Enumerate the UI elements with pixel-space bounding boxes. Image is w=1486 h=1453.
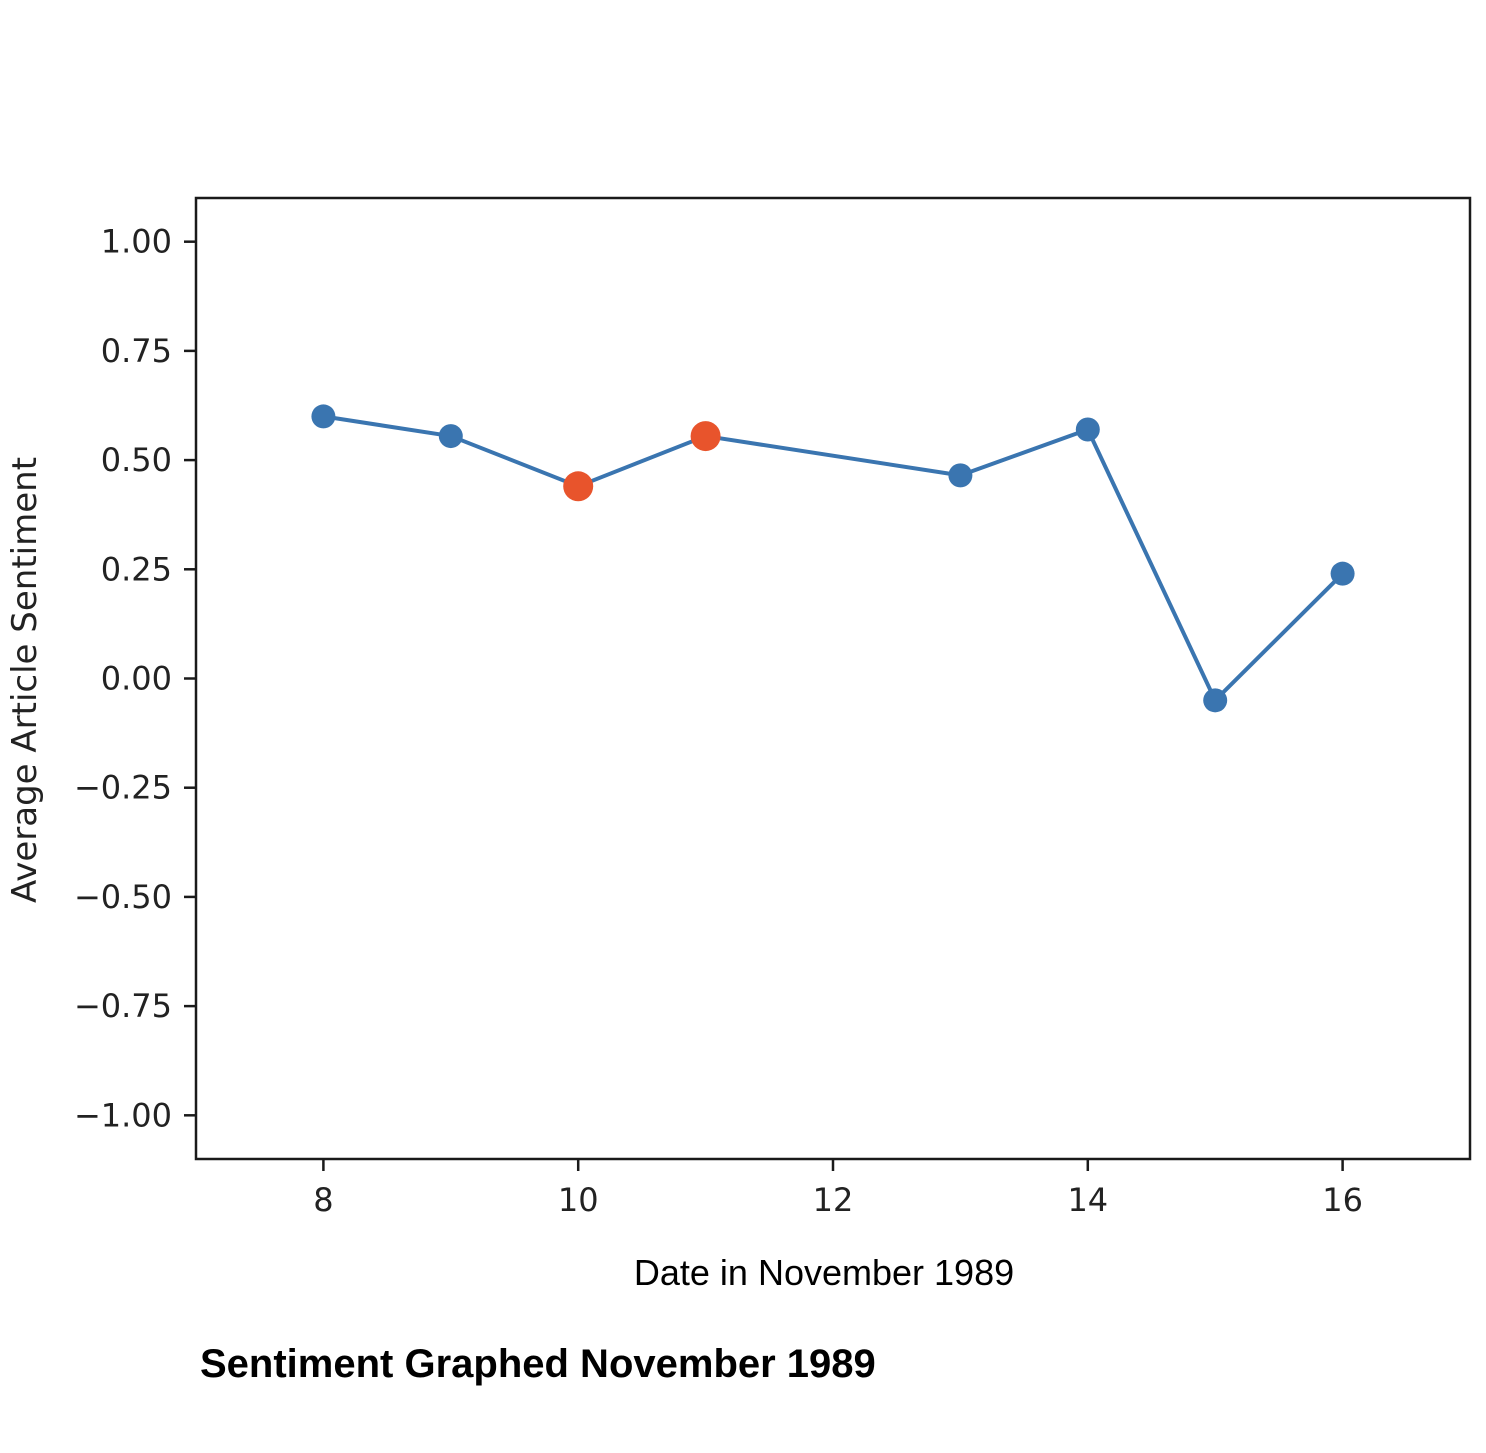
x-tick-label: 16: [1322, 1181, 1363, 1219]
data-point: [1075, 417, 1100, 442]
y-tick-label: −0.75: [74, 987, 172, 1025]
data-point: [948, 463, 973, 488]
y-axis-label: Average Article Sentiment: [5, 457, 45, 903]
y-tick-label: 1.00: [101, 223, 172, 261]
y-tick-label: −0.50: [74, 878, 172, 916]
y-tick-label: 0.25: [101, 550, 172, 588]
y-tick-label: −0.25: [74, 769, 172, 807]
figure-caption: Sentiment Graphed November 1989: [200, 1342, 876, 1386]
x-tick-label: 14: [1067, 1181, 1108, 1219]
data-point: [311, 404, 336, 429]
highlighted-data-point: [690, 421, 721, 452]
x-axis-label: Date in November 1989: [634, 1252, 1014, 1293]
series-line: [323, 414, 1345, 703]
data-point: [1203, 688, 1228, 713]
y-tick-label: 0.00: [101, 660, 172, 698]
y-tick-label: 0.50: [101, 441, 172, 479]
y-axis-ticks: 1.00 0.75 0.50 0.25 0.00 −0.25 −0.50 −0.75 −1.00: [74, 223, 196, 1134]
data-points: [311, 404, 1355, 713]
x-axis-ticks: 8 10 12 14 16: [313, 1159, 1363, 1219]
x-tick-label: 8: [313, 1181, 333, 1219]
x-tick-label: 12: [813, 1181, 854, 1219]
y-tick-label: −1.00: [74, 1096, 172, 1134]
data-point: [1330, 561, 1355, 586]
data-point: [438, 424, 463, 449]
x-tick-label: 10: [558, 1181, 599, 1219]
y-tick-label: 0.75: [101, 332, 172, 370]
plot-area-frame: [194, 196, 1472, 1161]
highlighted-data-point: [563, 471, 594, 502]
